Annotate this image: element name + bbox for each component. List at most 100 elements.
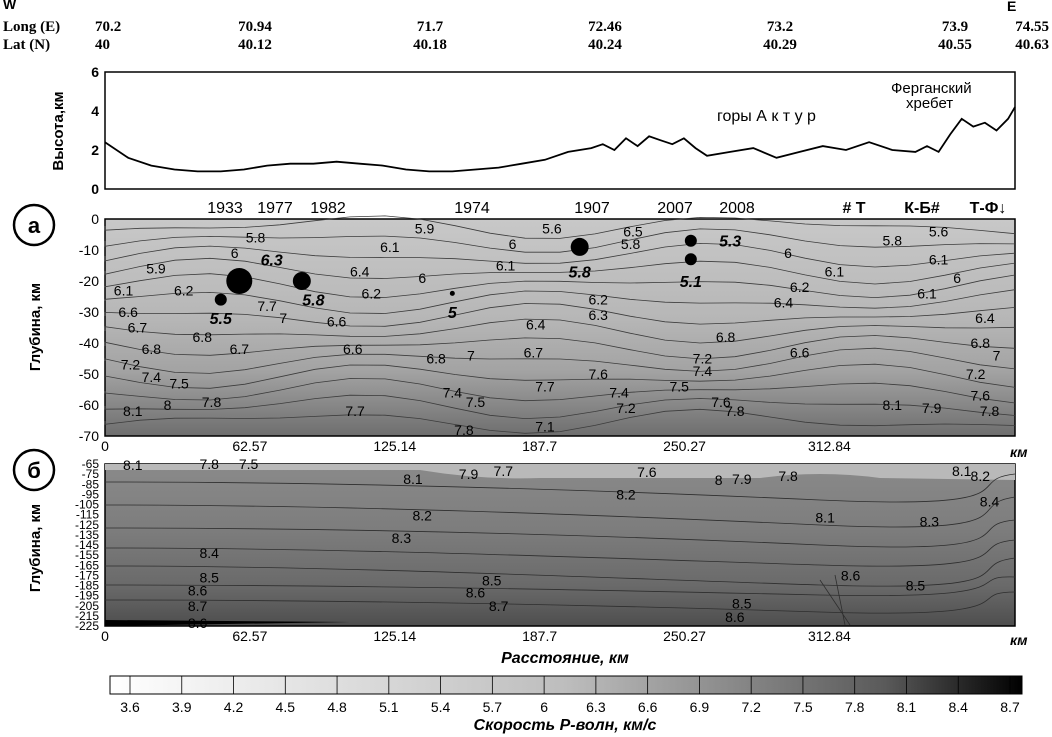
panel-b-upper-band — [105, 464, 1015, 480]
contour-label: 6.1 — [380, 239, 400, 255]
colorbar-caption: Скорость Р-волн, км/с — [474, 717, 657, 734]
contour-label: 5.8 — [883, 233, 903, 249]
contour-label: 6.1 — [929, 251, 949, 267]
panel-a-contour-labels: 5.85.9 5.6 6.55.866.16.15.9666.46.26.16.66… — [114, 220, 1001, 437]
panel-a-x-tick: 62.57 — [232, 438, 267, 454]
contour-label: 6.6 — [343, 341, 363, 357]
contour-label: 7.2 — [966, 366, 986, 382]
contour-label: 6.7 — [524, 344, 544, 360]
contour-line — [104, 378, 1016, 404]
contour-label: 8.6 — [188, 615, 208, 631]
panel-b-y-tick: -65 — [82, 457, 100, 471]
panel-b-y-tick: -105 — [75, 498, 99, 512]
contour-label: 5.9 — [146, 261, 166, 277]
colorbar: 3.6 3.9 4.2 4.5 4.8 5.1 5.4 5.7 6 6.3 6.6 6.9 7.2 7.5… — [109, 675, 1023, 734]
panel-a-letter: а — [28, 213, 41, 238]
contour-line — [104, 394, 1016, 420]
contour-label: 7.9 — [922, 400, 942, 416]
contour-line — [104, 303, 1016, 327]
contour-label: 8.7 — [188, 598, 208, 614]
elevation-tick-label: 0 — [91, 181, 99, 197]
contour-label: 7.7 — [345, 403, 365, 419]
contour-label: 8.1 — [123, 403, 143, 419]
contour-label: 8.3 — [920, 514, 940, 530]
panel-a-plot-area — [104, 218, 1016, 437]
event-label: 2008 — [719, 200, 755, 217]
colorbar-tick-label: 5.7 — [483, 699, 503, 715]
contour-label: 6.7 — [230, 341, 250, 357]
panel-a-x-tick: 250.27 — [663, 438, 706, 454]
contour-label: 6.8 — [426, 351, 446, 367]
contour-label: 6.8 — [142, 341, 162, 357]
panel-b-y-tick: -95 — [82, 487, 100, 501]
latitude-value: 40.24 — [588, 37, 622, 53]
colorbar-tick-label: 8.1 — [897, 699, 917, 715]
contour-label: 6.8 — [716, 329, 736, 345]
event-label: Т-Ф↓ — [970, 200, 1007, 217]
panel-a-event-labels: 1933 1977 1982 1974 1907 2007 2008 # Т К-Б# Т-Ф↓ — [207, 200, 1006, 217]
magnitude-label: 5.5 — [210, 311, 233, 328]
contour-line — [104, 335, 1016, 360]
colorbar-tick-label: 6.9 — [690, 699, 710, 715]
contour-label: 6.1 — [114, 282, 134, 298]
panel-a-y-tick: -50 — [79, 366, 99, 382]
contour-label: 8.3 — [392, 530, 412, 546]
panel-a-y-tick: 0 — [91, 211, 99, 227]
panel-b-y-tick: -155 — [75, 548, 99, 562]
lat-label: Lat (N) — [3, 37, 50, 53]
colorbar-tick-label: 7.2 — [741, 699, 761, 715]
panel-b-x-tick: 62.57 — [232, 628, 267, 644]
panel-a-contour-lines — [104, 215, 1016, 434]
magnitude-label: 6.3 — [261, 252, 283, 269]
panel-b-y-tick: -185 — [75, 579, 99, 593]
latitude-values: 40 40.12 40.18 40.24 40.29 40.55 40.63 — [95, 37, 1049, 53]
west-label: W — [3, 0, 17, 12]
elevation-tick-label: 4 — [91, 103, 99, 119]
panel-b-y-tick: -175 — [75, 568, 99, 582]
contour-label: 7.9 — [459, 466, 479, 482]
event-label: 1974 — [454, 200, 490, 217]
contour-label: 6.6 — [118, 304, 138, 320]
contour-line — [104, 519, 1016, 548]
contour-line — [104, 318, 1016, 344]
colorbar-tick-label: 7.5 — [793, 699, 813, 715]
fergana-label: Ферганский — [891, 80, 972, 97]
panel-a-x-unit: км — [1010, 444, 1028, 460]
contour-label: 7.7 — [494, 463, 514, 479]
latitude-value: 40.18 — [413, 37, 447, 53]
panel-a-y-tick: -30 — [79, 304, 99, 320]
contour-line — [104, 408, 1016, 434]
contour-line — [104, 273, 1016, 299]
elevation-tick-label: 6 — [91, 64, 99, 80]
panel-b-contour-lines — [104, 473, 1016, 626]
elevation-y-axis-label: Высота,км — [50, 91, 67, 170]
contour-label: 6.6 — [327, 313, 347, 329]
contour-label: 6.8 — [971, 335, 991, 351]
contour-label: 5.6 — [929, 223, 949, 239]
earthquake-marker — [684, 253, 697, 266]
longitude-value: 73.2 — [767, 19, 793, 35]
panel-a-x-tick: 0 — [101, 438, 109, 454]
magnitude-label: 5 — [448, 305, 458, 322]
elevation-plot-area — [104, 71, 1016, 190]
panel-b-y-tick: -205 — [75, 599, 99, 613]
contour-label: 7.5 — [169, 375, 189, 391]
contour-label: 5.9 — [415, 220, 435, 236]
contour-line — [104, 539, 1016, 567]
contour-label: 6.1 — [825, 264, 845, 280]
contour-label: 6.4 — [526, 316, 546, 332]
contour-label: 7.5 — [466, 394, 486, 410]
contour-label: 6.2 — [174, 282, 194, 298]
earthquake-marker — [214, 293, 227, 306]
contour-line — [104, 576, 1016, 597]
panel-a-y-tick: -70 — [79, 428, 99, 444]
contour-label: 7.4 — [609, 385, 629, 401]
panel-b-y-tick: -145 — [75, 538, 99, 552]
event-label: 1982 — [310, 200, 346, 217]
panel-b-x-ticks: 0 62.57 125.14 187.7 250.27 312.84 — [101, 628, 851, 644]
contour-label: 8.6 — [841, 567, 861, 583]
panel-a-y-tick: -10 — [79, 242, 99, 258]
panel-b-x-unit: км — [1010, 632, 1028, 648]
contour-label: 8.6 — [466, 585, 486, 601]
